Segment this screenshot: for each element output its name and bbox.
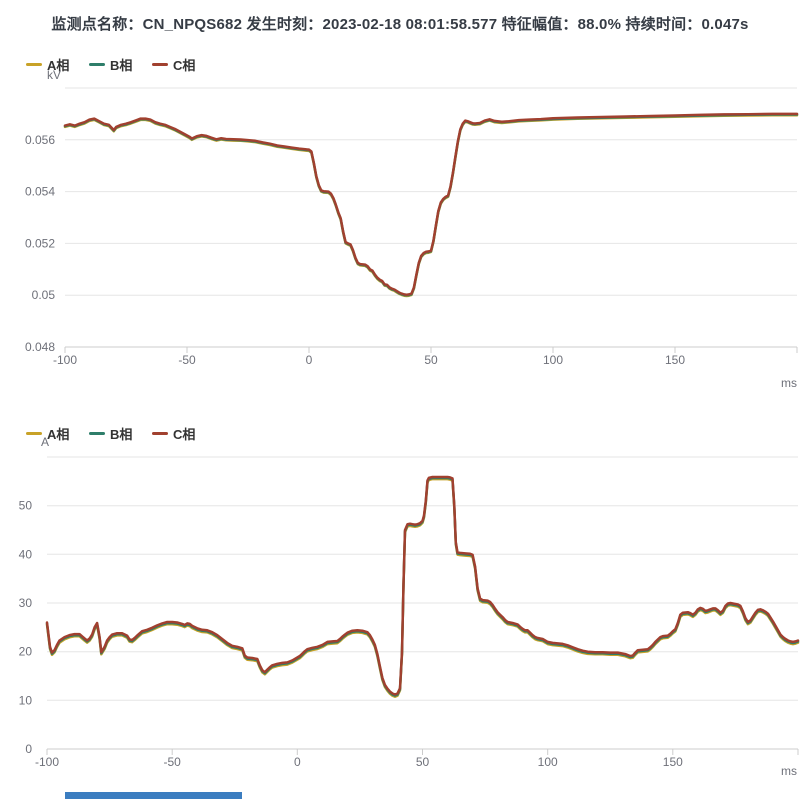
- legend-item-phase-a-voltage[interactable]: A相: [26, 55, 69, 74]
- current-x-axis-unit-label: ms: [781, 764, 797, 778]
- current-y-axis-unit-label: A: [41, 435, 50, 449]
- svg-text:150: 150: [665, 353, 685, 367]
- phase-a-legend-label: A相: [47, 427, 70, 442]
- svg-text:0.05: 0.05: [32, 288, 56, 302]
- horizontal-scrollbar-thumb[interactable]: [65, 792, 242, 799]
- phase-b-legend-label: B相: [110, 427, 133, 442]
- svg-text:0: 0: [306, 353, 313, 367]
- phase-b-legend-label: B相: [110, 58, 133, 73]
- svg-text:0: 0: [25, 742, 32, 756]
- svg-text:-100: -100: [53, 353, 77, 367]
- svg-text:50: 50: [424, 353, 438, 367]
- voltage-y-axis-unit-label: kV: [47, 68, 62, 82]
- legend-item-phase-c-voltage[interactable]: C相: [152, 55, 195, 74]
- svg-text:20: 20: [19, 645, 33, 659]
- phase-a-legend-mark: [26, 63, 42, 66]
- svg-text:0.052: 0.052: [25, 236, 55, 250]
- svg-text:30: 30: [19, 596, 33, 610]
- svg-text:-50: -50: [178, 353, 196, 367]
- svg-text:50: 50: [19, 499, 33, 513]
- svg-text:150: 150: [663, 755, 683, 769]
- svg-text:100: 100: [538, 755, 558, 769]
- phase-c-legend-mark: [152, 63, 168, 66]
- phase-a-legend-label: A相: [47, 58, 70, 73]
- legend-item-phase-b-current[interactable]: B相: [89, 424, 132, 443]
- page-title: 监测点名称：CN_NPQS682 发生时刻：2023-02-18 08:01:5…: [51, 16, 749, 33]
- phase-c-legend-mark: [152, 432, 168, 435]
- svg-text:-50: -50: [164, 755, 182, 769]
- phase-b-legend-mark: [89, 432, 105, 435]
- svg-text:-100: -100: [35, 755, 59, 769]
- current-legend: A相 B相 C相: [0, 424, 800, 442]
- current-plot[interactable]: -100 -50 0 50 100 150 0 10 20 30 40 50: [0, 400, 800, 800]
- legend-item-phase-a-current[interactable]: A相: [26, 424, 69, 443]
- svg-text:40: 40: [19, 547, 33, 561]
- legend-item-phase-b-voltage[interactable]: B相: [89, 55, 132, 74]
- svg-text:0: 0: [294, 755, 301, 769]
- svg-text:10: 10: [19, 693, 33, 707]
- svg-text:0.056: 0.056: [25, 133, 55, 147]
- voltage-legend: A相 B相 C相: [0, 55, 800, 73]
- svg-text:0.048: 0.048: [25, 340, 55, 354]
- phase-c-legend-label: C相: [173, 58, 196, 73]
- svg-text:50: 50: [416, 755, 430, 769]
- phase-c-legend-label: C相: [173, 427, 196, 442]
- legend-item-phase-c-current[interactable]: C相: [152, 424, 195, 443]
- voltage-x-axis-unit-label: ms: [781, 376, 797, 390]
- phase-b-legend-mark: [89, 63, 105, 66]
- svg-text:0.054: 0.054: [25, 185, 55, 199]
- voltage-plot[interactable]: -100 -50 0 50 100 150 0.048 0.05 0.052 0.054 0.056: [0, 0, 800, 400]
- phase-a-legend-mark: [26, 432, 42, 435]
- svg-text:100: 100: [543, 353, 563, 367]
